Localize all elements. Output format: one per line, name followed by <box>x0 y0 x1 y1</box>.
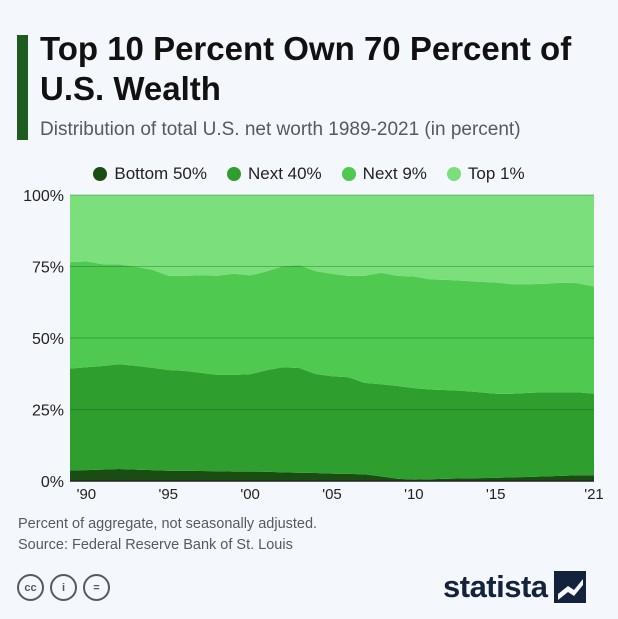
nd-icon[interactable]: = <box>83 574 110 601</box>
legend-label: Top 1% <box>467 164 525 183</box>
legend-item-next-40: Next 40% <box>226 164 322 184</box>
y-tick-label: 0% <box>41 474 64 491</box>
area-series-next-40 <box>70 364 594 480</box>
x-tick-label: '90 <box>77 486 97 503</box>
area-series-bottom-50 <box>70 469 594 481</box>
footnote-note: Percent of aggregate, not seasonally adj… <box>18 516 318 532</box>
x-tick-label: '10 <box>404 486 424 503</box>
legend: Bottom 50% Next 40% Next 9% Top 1% <box>0 164 618 184</box>
x-tick-label: '00 <box>240 486 260 503</box>
statista-mark-icon <box>553 571 586 603</box>
license-icons: cc i = <box>17 574 110 601</box>
x-tick-label: '05 <box>322 486 342 503</box>
legend-dot-icon <box>446 167 461 181</box>
footnote-source: Source: Federal Reserve Bank of St. Loui… <box>18 537 293 553</box>
footnote: Percent of aggregate, not seasonally adj… <box>18 514 317 556</box>
area-series-next-9 <box>70 261 594 394</box>
x-tick-label: '15 <box>486 486 506 503</box>
legend-item-next-9: Next 9% <box>341 164 427 184</box>
statista-logo[interactable]: statista <box>443 569 586 605</box>
x-tick-label: '95 <box>158 486 178 503</box>
y-tick-label: 100% <box>23 188 64 205</box>
legend-dot-icon <box>226 167 241 181</box>
legend-item-bottom-50: Bottom 50% <box>93 164 207 184</box>
x-tick-label: '21 <box>584 486 604 503</box>
by-icon[interactable]: i <box>50 574 77 601</box>
area-series-top-1 <box>70 195 594 287</box>
logo-text: statista <box>443 569 548 604</box>
cc-icon[interactable]: cc <box>17 574 44 601</box>
legend-label: Next 9% <box>362 164 427 183</box>
legend-item-top-1: Top 1% <box>446 164 525 184</box>
legend-label: Next 40% <box>247 164 322 183</box>
y-tick-label: 75% <box>32 260 64 277</box>
legend-label: Bottom 50% <box>114 164 207 183</box>
legend-dot-icon <box>93 167 108 181</box>
y-tick-label: 25% <box>32 403 64 420</box>
chart-subtitle: Distribution of total U.S. net worth 198… <box>40 119 521 140</box>
chart-title: Top 10 Percent Own 70 Percent of U.S. We… <box>40 30 572 107</box>
accent-bar <box>17 35 28 140</box>
y-tick-label: 50% <box>32 331 64 348</box>
stacked-area-chart: 0% 25% 50% 75% 100% '90 '95 '00 '05 '10 '15 '21 <box>23 188 604 503</box>
legend-dot-icon <box>341 167 356 181</box>
